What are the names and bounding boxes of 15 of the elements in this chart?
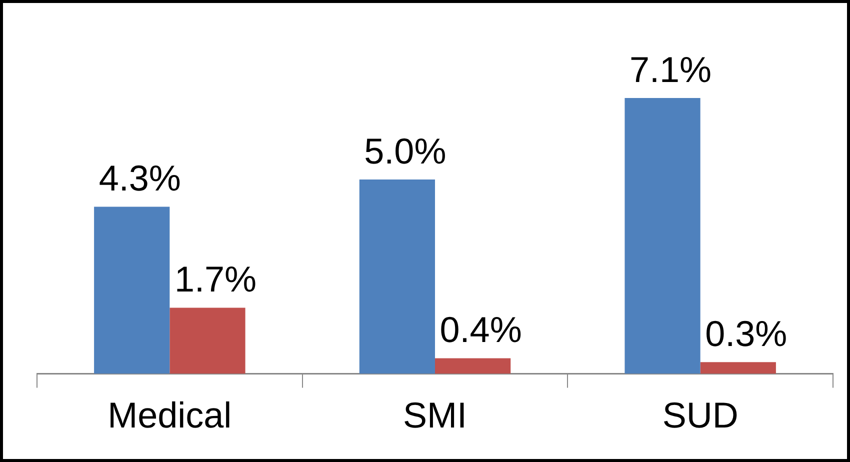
- x-tick-label: Medical: [108, 394, 232, 436]
- bar: [624, 98, 700, 374]
- data-label: 0.4%: [440, 309, 522, 350]
- bar: [170, 308, 246, 374]
- bar: [94, 206, 170, 374]
- data-label: 7.1%: [629, 48, 712, 90]
- bar: [435, 358, 511, 374]
- data-label: 1.7%: [174, 258, 257, 300]
- data-label: 5.0%: [364, 130, 446, 172]
- bar: [359, 180, 435, 374]
- x-tick-label: SUD: [662, 394, 738, 436]
- x-tick-label: SMI: [402, 394, 468, 436]
- bar: [700, 362, 776, 374]
- data-label: 4.3%: [98, 158, 181, 199]
- data-label: 0.3%: [705, 313, 788, 354]
